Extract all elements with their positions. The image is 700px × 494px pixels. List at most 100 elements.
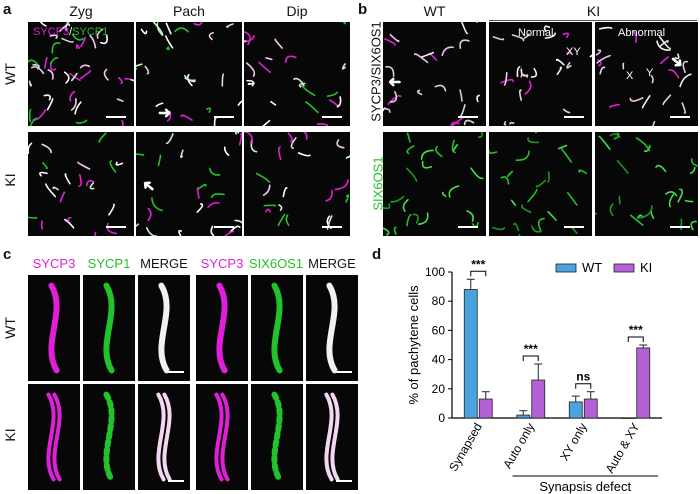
chromosome-fibre	[520, 73, 529, 78]
chromosome-fibre	[98, 132, 107, 143]
chromosome-axis	[216, 282, 228, 374]
chromosome-fibre	[402, 198, 409, 212]
chromosome-fibre	[459, 89, 463, 102]
chromosome-fibre	[301, 84, 316, 97]
chromosome-fibre	[29, 117, 38, 126]
chromosome-fibre	[144, 65, 150, 75]
chromosome-fibre	[609, 103, 620, 109]
chromosome-fibre	[679, 73, 692, 88]
chromosome-fibre	[674, 53, 680, 60]
fibre-layer	[383, 22, 480, 126]
panel-c-row-ki: KI	[2, 428, 18, 442]
scale-bar	[106, 116, 126, 118]
chromosome-fibre	[503, 72, 508, 86]
chromosome-fibre	[118, 76, 123, 85]
chromosome-fibre	[534, 132, 537, 134]
y-tick-label: 60	[432, 323, 446, 337]
scale-bar	[564, 226, 584, 228]
chromosome-fibre	[43, 56, 48, 69]
chromosome-fibre	[598, 26, 613, 30]
chromosome-fibre	[265, 57, 273, 61]
chromosome-fibre	[221, 73, 225, 87]
panel-b-col-ki: KI	[586, 3, 601, 19]
chromosome-layer	[271, 391, 283, 483]
chromosome-fibre	[434, 84, 447, 92]
chromosome-fibre	[196, 187, 200, 199]
chromosome-fibre	[109, 160, 117, 173]
fibre-layer	[28, 132, 124, 236]
chromosome-fibre	[165, 22, 172, 35]
chromosome-fibre	[69, 90, 76, 102]
chromosome-fibre	[535, 179, 547, 188]
chromosome-fibre	[389, 33, 400, 43]
chromosome-c-ki-merge2	[306, 384, 358, 490]
chromosome-fibre	[609, 133, 621, 138]
scale-bar	[336, 371, 352, 373]
chromosome-fibre	[234, 132, 240, 135]
chromosome-layer	[271, 282, 283, 374]
legend-swatch-WT	[555, 263, 577, 273]
chromosome-fibre	[463, 119, 475, 126]
chromosome-fibre	[180, 149, 184, 159]
scale-bar	[168, 480, 184, 482]
micrograph-b-abnormal-top	[595, 22, 698, 126]
chromosome-fibre	[274, 38, 283, 49]
chromosome-fibre	[174, 27, 189, 33]
c-g1-h2: SYCP1	[87, 256, 131, 271]
chromosome-fibre	[108, 203, 115, 216]
chromosome-fibre	[208, 31, 214, 41]
chromosome-fibre	[287, 132, 294, 143]
chromosome-fibre	[635, 137, 651, 152]
chromosome-axis	[103, 391, 115, 483]
chromosome-fibre	[45, 183, 57, 198]
bar-KI-0	[478, 398, 493, 419]
chromosome-fibre	[527, 137, 540, 144]
chromosome-fibre	[659, 56, 670, 65]
c-g2-h1: SYCP3	[200, 256, 244, 271]
chromosome-fibre	[28, 142, 33, 154]
chromosome-layer	[216, 282, 228, 374]
panel-a-col-zyg: Zyg	[69, 3, 93, 19]
x-tick-label: Synapsed	[446, 421, 485, 474]
chromosome-axis	[220, 392, 230, 482]
chromosome-fibre	[383, 203, 391, 210]
chromosome-fibre	[151, 197, 163, 212]
chromosome-fibre	[500, 176, 510, 185]
chromosome-fibre	[99, 34, 108, 45]
scale-bar	[458, 226, 478, 228]
chromosome-axis	[324, 392, 334, 482]
chromosome-fibre	[52, 186, 59, 191]
chromosome-fibre	[641, 94, 651, 109]
chromosome-layer	[103, 282, 115, 374]
fibre-layer	[28, 22, 134, 126]
chromosome-fibre	[412, 213, 419, 224]
chromosome-fibre	[223, 230, 235, 236]
chromosome-fibre	[406, 132, 411, 143]
y-tick-label: 40	[432, 353, 446, 367]
chromosome-fibre	[562, 108, 571, 114]
chromosome-fibre	[416, 89, 423, 96]
fibre-layer	[244, 22, 347, 126]
sub-label-abnormal: Abnormal	[618, 27, 666, 39]
chromosome-fibre	[208, 167, 221, 176]
significance-bracket	[627, 336, 644, 342]
chromosome-fibre	[49, 34, 58, 40]
panel-b-label: b	[358, 1, 368, 18]
y-tick-label: 80	[432, 294, 446, 308]
chromosome-fibre	[244, 132, 254, 145]
sub-label-normal: Normal	[518, 27, 554, 39]
chromosome-fibre	[30, 65, 45, 75]
chromosome-fibre	[451, 116, 464, 126]
chromosome-layer	[214, 392, 230, 482]
chromosome-fibre	[65, 22, 70, 31]
chromosome-fibre	[599, 66, 606, 75]
chromosome-layer	[46, 392, 62, 482]
chromosome-fibre	[304, 101, 319, 114]
chromosome-fibre	[146, 227, 158, 236]
chromosome-fibre	[662, 94, 672, 106]
chromosome-fibre	[557, 144, 568, 150]
chromosome-axis	[271, 282, 283, 374]
chromosome-fibre	[589, 54, 592, 58]
chromosome-fibre	[28, 216, 38, 219]
chromosome-c-ki-sycp3	[28, 384, 80, 490]
